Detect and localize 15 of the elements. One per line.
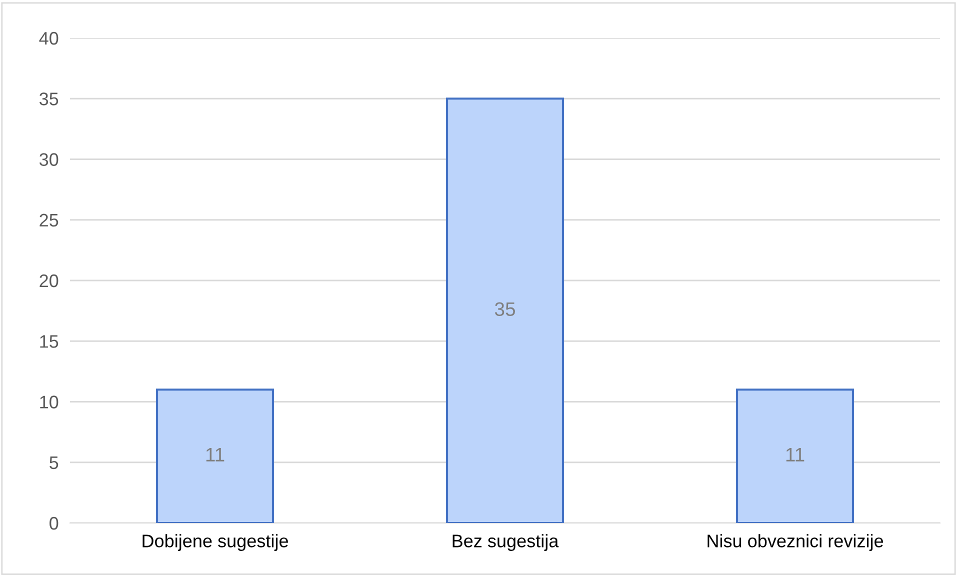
y-tick-label: 20 — [40, 274, 58, 288]
y-tick-label: 30 — [39, 153, 58, 166]
y-tick-label: 35 — [39, 92, 58, 106]
y-tick-label: 10 — [40, 396, 58, 408]
data-label: 11 — [206, 448, 224, 462]
y-tick-label: 15 — [40, 335, 58, 348]
data-label: 11 — [786, 448, 804, 462]
y-tick-label: 5 — [50, 456, 58, 470]
x-tick-label: Dobijene sugestije — [142, 534, 288, 551]
y-tick-label: 40 — [39, 32, 58, 45]
y-tick-label: 0 — [50, 516, 58, 530]
data-label: 35 — [494, 302, 515, 316]
x-tick-label: Bez sugestija — [452, 534, 559, 551]
x-tick-label: Nisu obveznici revizije — [708, 534, 884, 551]
y-tick-label: 25 — [40, 214, 58, 227]
